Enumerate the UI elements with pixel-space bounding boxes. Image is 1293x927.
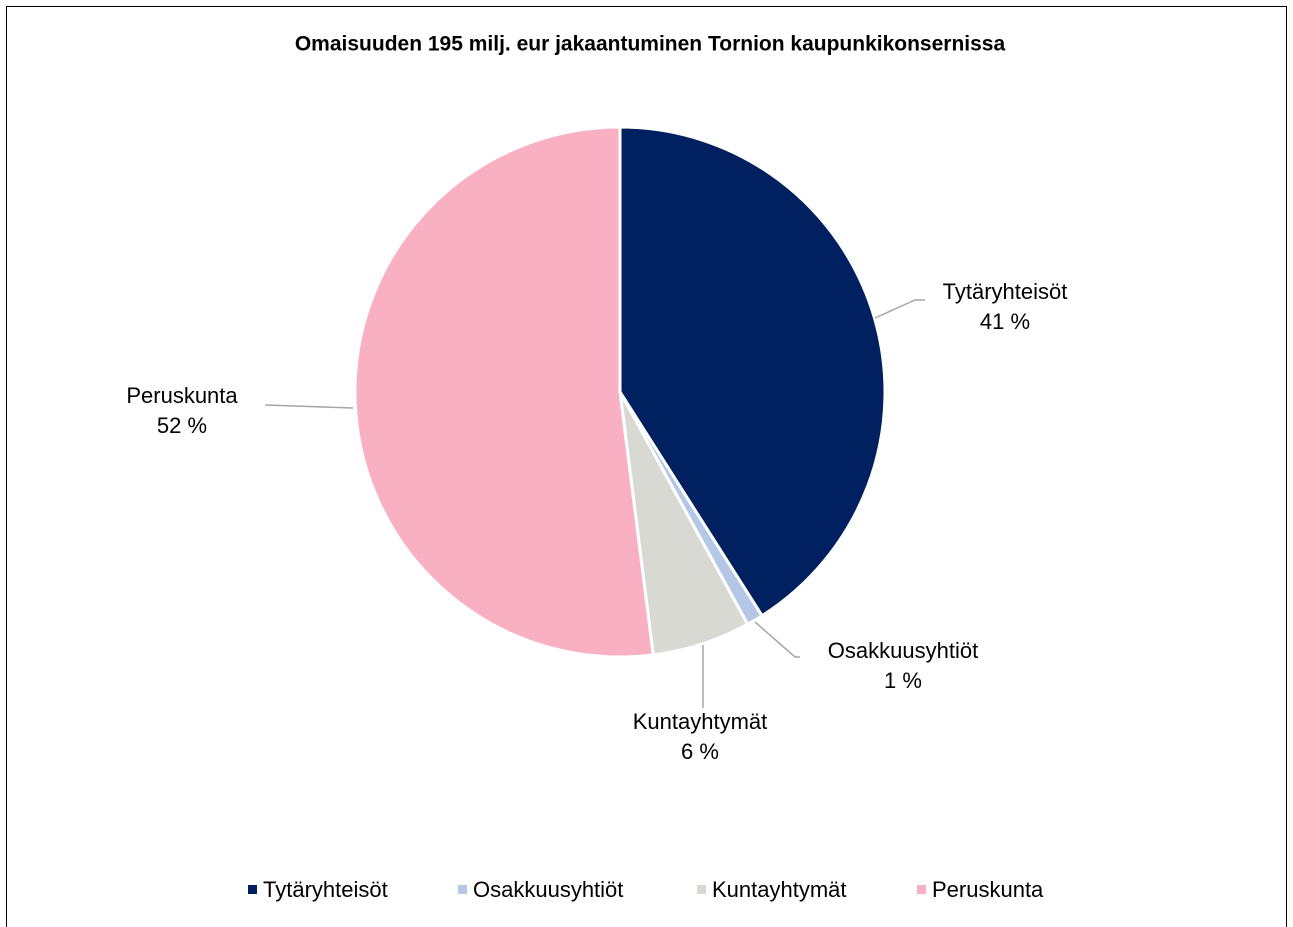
chart-title: Omaisuuden 195 milj. eur jakaantuminen T… [295, 33, 1006, 56]
legend-swatch [458, 885, 467, 894]
legend-swatch [248, 885, 257, 894]
pie-slice [618, 125, 887, 618]
leader-line [264, 404, 354, 409]
legend-label: Peruskunta [932, 877, 1044, 902]
legend-label: Kuntayhtymät [712, 877, 847, 902]
pie-slice [353, 125, 655, 659]
legend-label: Tytäryhteisöt [263, 877, 388, 902]
data-label-name: Tytäryhteisöt [943, 279, 1068, 304]
data-label-value: 6 % [681, 739, 719, 764]
legend-swatch [697, 885, 706, 894]
data-label-name: Peruskunta [126, 383, 238, 408]
legend-swatch [917, 885, 926, 894]
leader-line [754, 621, 800, 658]
legend-label: Osakkuusyhtiöt [473, 877, 623, 902]
data-label-value: 52 % [157, 413, 207, 438]
leader-line [874, 299, 925, 319]
data-label-name: Osakkuusyhtiöt [828, 638, 978, 663]
data-label-value: 41 % [980, 309, 1030, 334]
data-label-name: Kuntayhtymät [633, 709, 768, 734]
data-label-value: 1 % [884, 668, 922, 693]
